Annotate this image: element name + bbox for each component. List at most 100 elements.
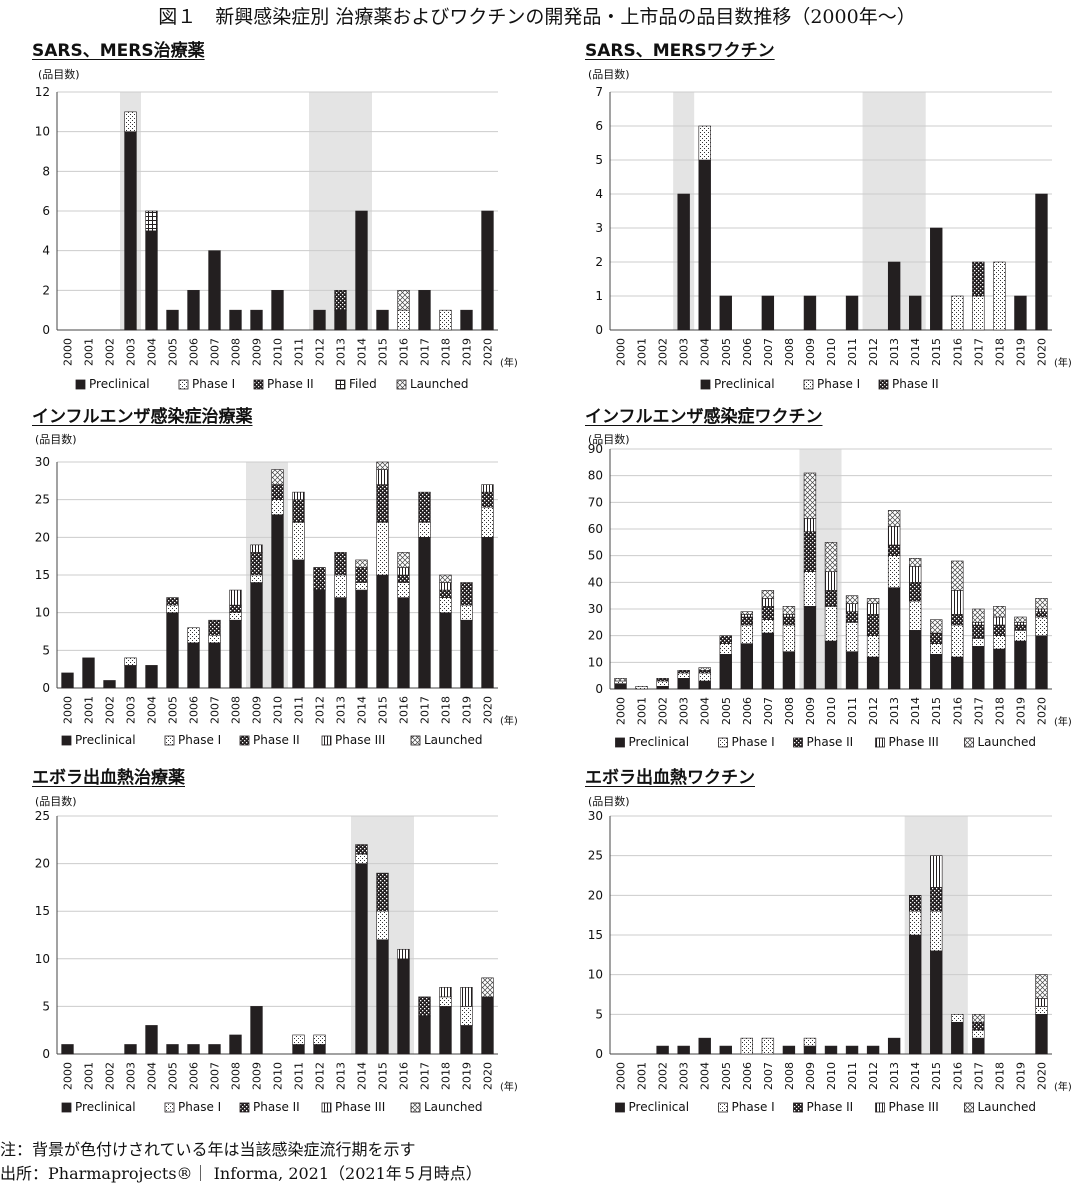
bar-influenza-vaccine-2015-phase-ii [930,632,943,644]
bar-ebola-drug-2012-phase-i [313,1034,326,1045]
x-tick-label-4-19: 2019 [461,1062,474,1090]
bar-influenza-vaccine-2005-phase-ii [719,635,732,644]
bar-ebola-drug-2014-preclinical [355,863,368,1055]
legend-swatch-3-launched [964,737,974,748]
x-tick-label-3-19: 2019 [1014,697,1027,725]
bar-influenza-vaccine-2002-preclinical [656,686,669,690]
legend-swatch-2-phase-iii [321,735,332,746]
bar-influenza-vaccine-2005-phase-i [719,643,732,655]
bar-ebola-drug-2016-preclinical [397,958,410,1055]
x-tick-label-0-12: 2012 [314,338,327,366]
x-tick-label-2-8: 2008 [230,696,243,724]
x-tick-label-5-14: 2014 [909,1062,922,1090]
x-unit-label-3: (年) [1054,715,1072,728]
bar-ebola-drug-2015-phase-ii [376,872,389,912]
x-tick-label-3-17: 2017 [972,697,985,725]
bar-influenza-vaccine-2014-phase-i [908,600,922,631]
legend-swatch-0-phase-ii [253,379,264,390]
bar-ebola-vaccine-2014-phase-i [908,910,922,936]
y-tick-label-0-1: 2 [42,283,50,297]
legend-label-1-preclinical: Preclinical [714,377,775,391]
panel-title-ebola-vaccine: エボラ出血熱ワクチン [585,768,755,788]
y-tick-label-2-3: 15 [35,568,50,582]
x-tick-label-3-5: 2005 [720,697,733,725]
bar-influenza-vaccine-2020-phase-iii [1035,608,1048,612]
legend-label-1-phase-ii: Phase II [892,377,939,391]
bar-influenza-vaccine-2000-phase-i [614,680,627,684]
x-unit-label-1: (年) [1054,356,1072,369]
bar-influenza-drug-2014-phase-i [355,582,368,591]
y-tick-label-5-1: 5 [595,1007,603,1021]
x-tick-label-0-6: 2006 [188,338,201,366]
x-tick-label-5-12: 2012 [867,1062,880,1090]
legend-swatch-5-preclinical [615,1102,625,1113]
y-tick-label-1-3: 3 [595,221,603,235]
legend-label-5-phase-i: Phase I [732,1100,775,1114]
bar-ebola-drug-2012-preclinical [313,1044,326,1055]
bar-influenza-vaccine-2001-phase-i [635,686,648,690]
x-tick-label-2-12: 2012 [314,696,327,724]
bar-influenza-vaccine-2004-preclinical [698,680,711,690]
bar-influenza-drug-2020-preclinical [481,537,494,689]
bar-influenza-vaccine-2004-phase-ii [698,670,711,674]
y-tick-label-4-5: 25 [35,809,50,823]
legend-swatch-5-launched [964,1102,974,1113]
bar-ebola-drug-2015-phase-i [376,910,389,941]
bar-influenza-drug-2008-phase-iii [229,589,242,606]
x-tick-label-3-8: 2008 [783,697,796,725]
y-tick-label-2-6: 30 [35,455,50,469]
x-tick-label-2-0: 2000 [62,696,75,724]
bar-sars-mers-drug-2017-preclinical [418,290,431,331]
x-tick-label-4-2: 2002 [104,1062,117,1090]
legend-label-3-phase-iii: Phase III [889,735,939,749]
bar-influenza-vaccine-2008-phase-ii [782,616,796,626]
legend-label-4-phase-ii: Phase II [253,1100,300,1114]
unit-label-influenza-drug: (品目数) [35,433,77,446]
x-tick-label-5-2: 2002 [657,1062,670,1090]
x-tick-label-5-9: 2009 [804,1062,817,1090]
x-tick-label-2-18: 2018 [440,696,453,724]
bar-sars-mers-drug-2009-preclinical [250,309,263,331]
x-tick-label-5-3: 2003 [678,1062,691,1090]
bar-influenza-vaccine-2010-phase-iii [824,571,838,591]
bar-sars-mers-drug-2019-preclinical [460,309,473,331]
x-tick-label-2-3: 2003 [125,696,138,724]
bar-ebola-vaccine-2010-preclinical [824,1045,838,1055]
legend-swatch-3-phase-iii [875,737,885,748]
y-tick-label-1-4: 4 [595,187,603,201]
bar-influenza-vaccine-2018-preclinical [993,648,1006,690]
bar-influenza-vaccine-2010-launched [824,542,838,572]
panel-title-ebola-drug: エボラ出血熱治療薬 [32,768,185,788]
x-tick-label-4-20: 2020 [482,1062,495,1090]
bar-influenza-drug-2018-preclinical [439,612,452,689]
bar-influenza-drug-2009-phase-iii [250,544,263,553]
bar-influenza-vaccine-2004-launched [698,667,711,671]
bar-influenza-drug-2014-launched [355,559,368,568]
bar-influenza-drug-2016-phase-i [397,582,410,598]
bar-influenza-drug-2017-phase-i [418,521,431,538]
bar-ebola-vaccine-2020-launched [1035,974,1048,999]
bar-influenza-vaccine-2013-phase-i [887,555,901,588]
bar-influenza-vaccine-2009-phase-i [803,571,817,607]
legend-label-2-phase-iii: Phase III [335,733,385,747]
bar-sars-mers-drug-2020-preclinical [481,210,494,331]
bar-sars-mers-vaccine-2016-phase-i [951,295,964,331]
bar-influenza-vaccine-2009-phase-iii [803,518,817,532]
y-tick-label-3-3: 30 [588,602,603,616]
legend-label-0-phase-i: Phase I [192,377,235,391]
bar-sars-mers-vaccine-2013-preclinical [887,261,901,331]
bar-influenza-drug-2003-phase-i [124,657,137,666]
y-tick-label-3-9: 90 [588,442,603,456]
x-tick-label-4-11: 2011 [293,1062,306,1090]
bar-influenza-vaccine-2013-preclinical [887,587,901,690]
y-tick-label-2-1: 5 [42,643,50,657]
x-tick-label-0-2: 2002 [104,338,117,366]
bar-influenza-vaccine-2005-preclinical [719,654,732,690]
bar-sars-mers-drug-2003-preclinical [124,131,137,331]
bar-influenza-drug-2018-phase-i [439,597,452,613]
bar-influenza-drug-2016-phase-iii [397,567,410,576]
bar-ebola-drug-2019-phase-i [460,1006,473,1026]
bar-influenza-drug-2005-preclinical [166,612,179,689]
x-tick-label-4-8: 2008 [230,1062,243,1090]
bar-ebola-drug-2019-preclinical [460,1025,473,1055]
